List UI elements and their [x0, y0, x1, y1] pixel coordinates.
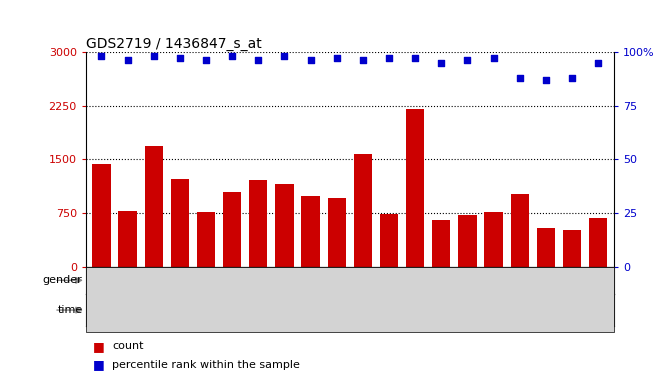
Bar — [327, 198, 346, 267]
Text: 18.5 dpc: 18.5 dpc — [566, 305, 609, 315]
Bar — [455, 294, 508, 326]
Point — [383, 55, 394, 61]
Bar — [139, 294, 191, 326]
Text: GDS2719 / 1436847_s_at: GDS2719 / 1436847_s_at — [86, 37, 261, 51]
Text: 14.5 dpc: 14.5 dpc — [197, 305, 239, 315]
Text: 11.5 dpc: 11.5 dpc — [91, 305, 133, 315]
Point — [593, 60, 603, 66]
Text: 18.5 dpc: 18.5 dpc — [302, 305, 345, 315]
Bar — [223, 192, 242, 267]
Point — [358, 57, 368, 63]
Text: male: male — [202, 274, 234, 287]
Text: 12.5 dpc: 12.5 dpc — [144, 305, 186, 315]
Point — [488, 55, 499, 61]
Bar — [302, 196, 319, 267]
Bar — [403, 294, 455, 326]
Bar — [92, 164, 111, 267]
Point — [410, 55, 420, 61]
Bar — [561, 294, 614, 326]
Point — [122, 57, 133, 63]
Text: ■: ■ — [92, 340, 104, 353]
Point — [96, 53, 107, 59]
Bar — [432, 220, 450, 267]
Bar — [589, 218, 607, 267]
Bar — [458, 215, 477, 267]
Text: 16.5 dpc: 16.5 dpc — [513, 305, 556, 315]
Bar — [197, 212, 215, 267]
Bar — [484, 212, 503, 267]
Text: ■: ■ — [92, 358, 104, 371]
Bar — [244, 294, 297, 326]
Bar — [86, 267, 350, 294]
Bar — [297, 294, 350, 326]
Bar — [350, 294, 403, 326]
Text: female: female — [460, 274, 504, 287]
Text: gender: gender — [43, 275, 82, 285]
Bar — [145, 146, 163, 267]
Point — [436, 60, 447, 66]
Point — [201, 57, 211, 63]
Text: time: time — [57, 305, 82, 315]
Point — [227, 53, 238, 59]
Bar — [563, 230, 581, 267]
Point — [253, 57, 263, 63]
Point — [148, 53, 159, 59]
Bar — [537, 228, 555, 267]
Text: percentile rank within the sample: percentile rank within the sample — [112, 360, 300, 370]
Point — [175, 55, 185, 61]
Point — [541, 77, 551, 83]
Point — [331, 55, 342, 61]
Bar — [508, 294, 561, 326]
Text: 16.5 dpc: 16.5 dpc — [249, 305, 292, 315]
Text: 14.5 dpc: 14.5 dpc — [461, 305, 503, 315]
Point — [514, 74, 525, 81]
Point — [279, 53, 290, 59]
Bar — [511, 194, 529, 267]
Bar — [119, 211, 137, 267]
Bar — [350, 267, 614, 294]
Text: 12.5 dpc: 12.5 dpc — [408, 305, 450, 315]
Bar — [249, 180, 267, 267]
Bar — [86, 294, 139, 326]
Point — [462, 57, 473, 63]
Point — [567, 74, 578, 81]
Bar — [406, 109, 424, 267]
Text: 11.5 dpc: 11.5 dpc — [355, 305, 397, 315]
Text: count: count — [112, 341, 144, 351]
Point — [306, 57, 316, 63]
Bar — [275, 184, 294, 267]
Bar — [354, 154, 372, 267]
Bar — [380, 214, 398, 267]
Bar — [191, 294, 244, 326]
Bar — [171, 179, 189, 267]
